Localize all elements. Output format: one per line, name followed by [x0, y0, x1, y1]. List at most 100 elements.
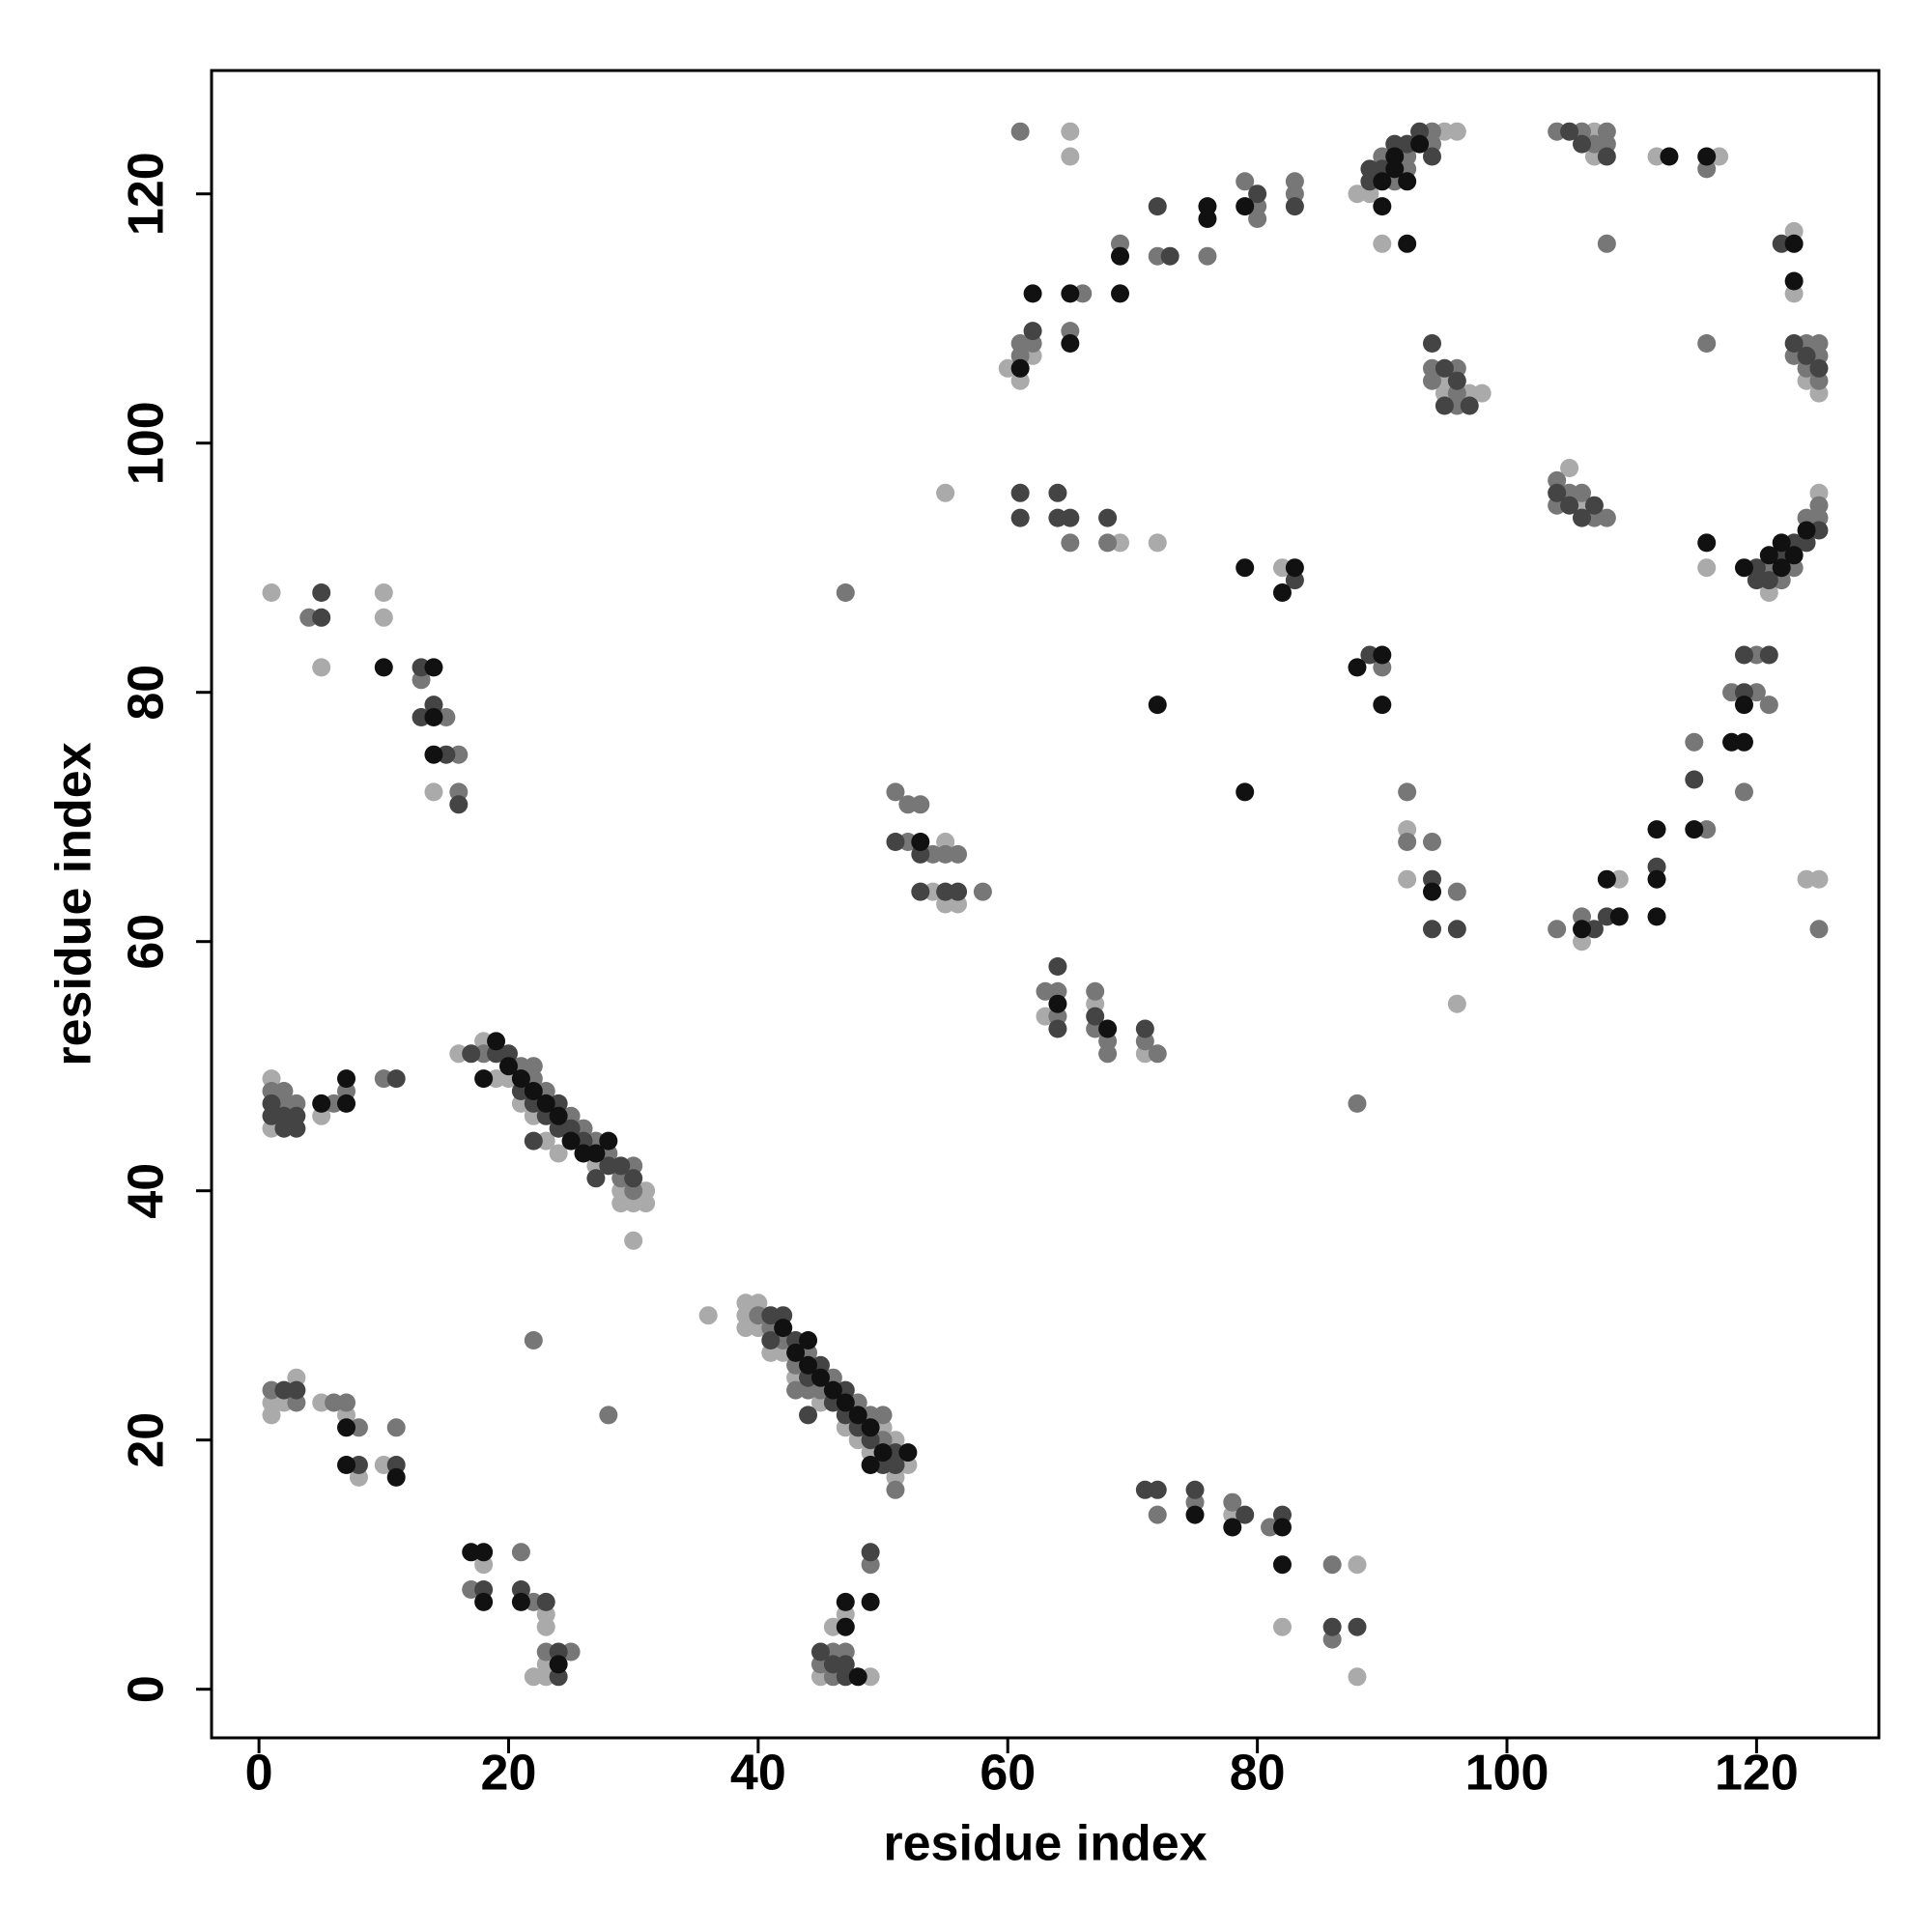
contact-point — [1148, 696, 1167, 715]
contact-point — [524, 1081, 543, 1100]
contact-point — [262, 583, 281, 603]
contact-point — [1285, 197, 1304, 216]
contact-point — [1398, 833, 1417, 852]
contact-point — [698, 1306, 718, 1325]
contact-point — [848, 1406, 867, 1425]
contact-point — [1348, 1555, 1367, 1575]
contact-point — [1010, 122, 1030, 141]
y-axis-label: residue index — [46, 742, 102, 1065]
contact-point — [1410, 134, 1430, 154]
contact-point — [424, 658, 443, 677]
contact-point — [1348, 658, 1367, 677]
contact-point — [1348, 1094, 1367, 1113]
contact-point — [1373, 645, 1392, 665]
contact-point — [1373, 197, 1392, 216]
x-tick-label: 60 — [980, 1746, 1036, 1802]
contact-point — [337, 1069, 356, 1089]
contact-point — [549, 1655, 568, 1674]
y-tick-label: 120 — [119, 152, 175, 236]
contact-point — [536, 1617, 555, 1636]
contact-point — [586, 1169, 606, 1188]
contact-point — [337, 1455, 356, 1474]
contact-point — [1573, 483, 1592, 502]
contact-point — [1023, 322, 1042, 341]
contact-point — [1010, 358, 1030, 378]
contact-point — [1560, 122, 1579, 141]
contact-point — [561, 1131, 581, 1151]
contact-point — [1697, 533, 1717, 553]
x-tick-label: 80 — [1230, 1746, 1286, 1802]
contact-point — [1759, 696, 1778, 715]
contact-point — [1784, 334, 1804, 354]
x-tick-label: 0 — [245, 1746, 273, 1802]
contact-point — [1185, 1505, 1205, 1524]
contact-point — [511, 1069, 530, 1089]
contact-point — [599, 1406, 618, 1425]
x-tick-label: 20 — [481, 1746, 537, 1802]
contact-point — [1061, 334, 1080, 354]
x-axis-label: residue index — [883, 1816, 1207, 1872]
y-tick-label: 80 — [119, 665, 175, 721]
contact-point — [1098, 1044, 1118, 1064]
contact-point — [1797, 521, 1816, 540]
contact-point — [786, 1343, 806, 1362]
contact-point — [1685, 732, 1704, 752]
contact-point — [1272, 1555, 1292, 1575]
contact-point — [774, 1319, 793, 1338]
contact-point — [1098, 533, 1118, 553]
y-tick-label: 0 — [119, 1675, 175, 1703]
contact-point — [1061, 508, 1080, 527]
contact-point — [424, 782, 443, 802]
contact-point — [1784, 271, 1804, 291]
contact-point — [936, 483, 955, 502]
contact-point — [1048, 956, 1067, 976]
contact-point — [637, 1194, 656, 1213]
contact-point — [1685, 820, 1704, 839]
contact-point — [1647, 869, 1666, 889]
contact-point — [374, 658, 393, 677]
contact-point — [474, 1543, 494, 1562]
contact-point — [836, 1393, 855, 1412]
contact-point — [337, 1418, 356, 1437]
contact-point — [1272, 1518, 1292, 1537]
contact-point — [1447, 371, 1466, 390]
contact-point — [949, 844, 968, 864]
contact-point — [1447, 920, 1466, 939]
y-tick-label: 40 — [119, 1163, 175, 1219]
contact-point — [1734, 732, 1753, 752]
contact-point — [1111, 246, 1130, 266]
contact-point — [1660, 147, 1679, 166]
contact-point — [1223, 1492, 1242, 1512]
contact-point — [1061, 533, 1080, 553]
contact-point — [1148, 197, 1167, 216]
contact-point — [1772, 558, 1791, 578]
contact-point — [761, 1330, 781, 1350]
contact-point — [1447, 122, 1466, 141]
contact-point — [861, 1543, 880, 1562]
contact-point — [823, 1380, 842, 1400]
contact-point — [1236, 172, 1255, 191]
contact-point — [1236, 1505, 1255, 1524]
contact-point — [911, 833, 930, 852]
contact-point — [424, 745, 443, 764]
contact-point — [1435, 396, 1454, 415]
contact-point — [599, 1131, 618, 1151]
contact-point — [287, 1119, 306, 1138]
contact-point — [1098, 508, 1118, 527]
contact-point — [1248, 210, 1267, 229]
contact-point — [1272, 1617, 1292, 1636]
contact-point — [1398, 869, 1417, 889]
x-tick-label: 100 — [1465, 1746, 1549, 1802]
contact-point — [911, 795, 930, 814]
contact-point — [449, 795, 469, 814]
contact-point — [1248, 185, 1267, 204]
contact-point — [1185, 1480, 1205, 1499]
contact-point — [836, 583, 855, 603]
contact-point — [1597, 234, 1616, 253]
contact-point — [911, 882, 930, 901]
contact-point — [386, 1467, 406, 1487]
contact-point — [1447, 882, 1466, 901]
contact-point — [1148, 533, 1167, 553]
contact-point — [1148, 1480, 1167, 1499]
contact-point — [1272, 583, 1292, 603]
